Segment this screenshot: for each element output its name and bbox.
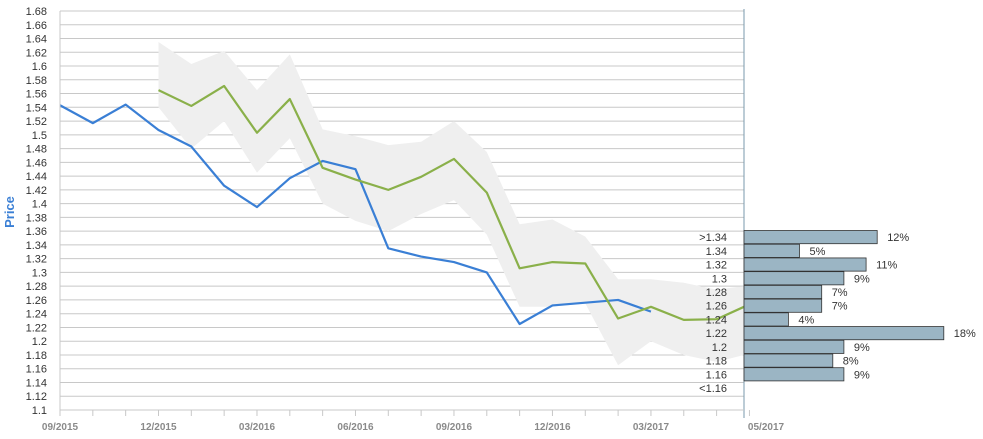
distribution-bar <box>743 243 800 258</box>
distribution-bar <box>743 230 878 245</box>
distribution-bin-label: 1.3 <box>712 273 727 285</box>
x-tick-label: 06/2016 <box>337 422 374 433</box>
distribution-bin-label: 1.2 <box>712 342 727 354</box>
distribution-bin-label: <1.16 <box>699 383 727 395</box>
y-tick-labels: 1.1 1.12 1.141.16 1.18 1.2 1.221.24 1.26 1.28 1.… <box>26 6 47 417</box>
distribution-bin-label: 1.26 <box>706 301 727 313</box>
y-tick-label: 1.12 <box>26 391 47 403</box>
y-tick-label: 1.46 <box>26 157 47 169</box>
y-tick-label: 1.48 <box>26 144 47 156</box>
distribution-bin-label: 1.18 <box>706 356 727 368</box>
distribution-bin-label: 1.34 <box>706 246 727 258</box>
y-tick-label: 1.36 <box>26 226 47 238</box>
y-tick-label: 1.28 <box>26 281 47 293</box>
distribution-bar <box>743 271 845 286</box>
y-tick-label: 1.54 <box>26 102 47 114</box>
distribution-bar <box>743 312 789 327</box>
y-tick-label: 1.58 <box>26 75 47 87</box>
y-tick-label: 1.68 <box>26 6 47 18</box>
y-tick-label: 1.52 <box>26 116 47 128</box>
distribution-bar <box>743 257 867 272</box>
x-tick-label: 03/2016 <box>239 422 276 433</box>
y-tick-label: 1.24 <box>26 309 47 321</box>
distribution-bin-label: 1.28 <box>706 287 727 299</box>
series-lines <box>59 84 745 326</box>
distribution-bars: >1.34 12% 1.34 5% 1.32 11% 1.3 9% 1.28 7% 1.26 7% 1.… <box>699 230 976 395</box>
y-tick-label: 1.66 <box>26 20 47 32</box>
x-tick-label: 09/2015 <box>42 422 79 433</box>
distribution-value-label: 5% <box>810 246 826 258</box>
y-tick-label: 1.14 <box>26 377 47 389</box>
distribution-bar <box>743 326 945 341</box>
x-tick-label: 12/2015 <box>140 422 177 433</box>
distribution-bin-label: >1.34 <box>699 232 727 244</box>
y-tick-label: 1.62 <box>26 47 47 59</box>
y-tick-label: 1.64 <box>26 34 47 46</box>
y-tick-label: 1.34 <box>26 240 47 252</box>
distribution-value-label: 9% <box>854 273 870 285</box>
y-tick-label: 1.26 <box>26 295 47 307</box>
y-tick-label: 1.1 <box>32 405 47 417</box>
y-tick-label: 1.3 <box>32 267 47 279</box>
y-tick-label: 1.18 <box>26 350 47 362</box>
distribution-bar <box>743 367 845 382</box>
y-tick-label: 1.4 <box>32 199 47 211</box>
y-tick-label: 1.42 <box>26 185 47 197</box>
y-tick-label: 1.32 <box>26 254 47 266</box>
distribution-bin-label: 1.22 <box>706 328 727 340</box>
distribution-bar <box>743 284 823 299</box>
y-tick-label: 1.2 <box>32 336 47 348</box>
x-tick-label: 05/2017 <box>748 422 785 433</box>
distribution-bar <box>743 298 823 313</box>
y-tick-label: 1.5 <box>32 130 47 142</box>
distribution-value-label: 8% <box>843 356 859 368</box>
y-axis-label: Price <box>2 196 17 228</box>
distribution-value-label: 9% <box>854 342 870 354</box>
y-tick-label: 1.22 <box>26 322 47 334</box>
y-tick-label: 1.38 <box>26 212 47 224</box>
x-tick-label: 12/2016 <box>534 422 571 433</box>
distribution-value-label: 18% <box>954 328 976 340</box>
distribution-value-label: 7% <box>832 287 848 299</box>
y-tick-label: 1.44 <box>26 171 47 183</box>
distribution-bin-label: 1.32 <box>706 260 727 272</box>
actual-price-line <box>59 103 652 326</box>
y-tick-label: 1.56 <box>26 89 47 101</box>
distribution-bar <box>743 353 834 368</box>
distribution-value-label: 7% <box>832 301 848 313</box>
x-tick-label: 03/2017 <box>633 422 670 433</box>
distribution-value-label: 11% <box>876 260 897 272</box>
x-tick-labels: 09/2015 12/2015 03/2016 06/2016 09/2016 12/20… <box>42 422 785 433</box>
distribution-bin-label: 1.16 <box>706 369 727 381</box>
forecast-price-line <box>158 84 745 321</box>
distribution-bar <box>743 339 845 354</box>
x-tick-label: 09/2016 <box>436 422 473 433</box>
distribution-value-label: 12% <box>887 232 909 244</box>
distribution-value-label: 4% <box>798 314 814 326</box>
y-tick-label: 1.6 <box>32 61 47 73</box>
distribution-bin-label: 1.24 <box>706 314 727 326</box>
y-tick-label: 1.16 <box>26 364 47 376</box>
distribution-value-label: 9% <box>854 369 870 381</box>
